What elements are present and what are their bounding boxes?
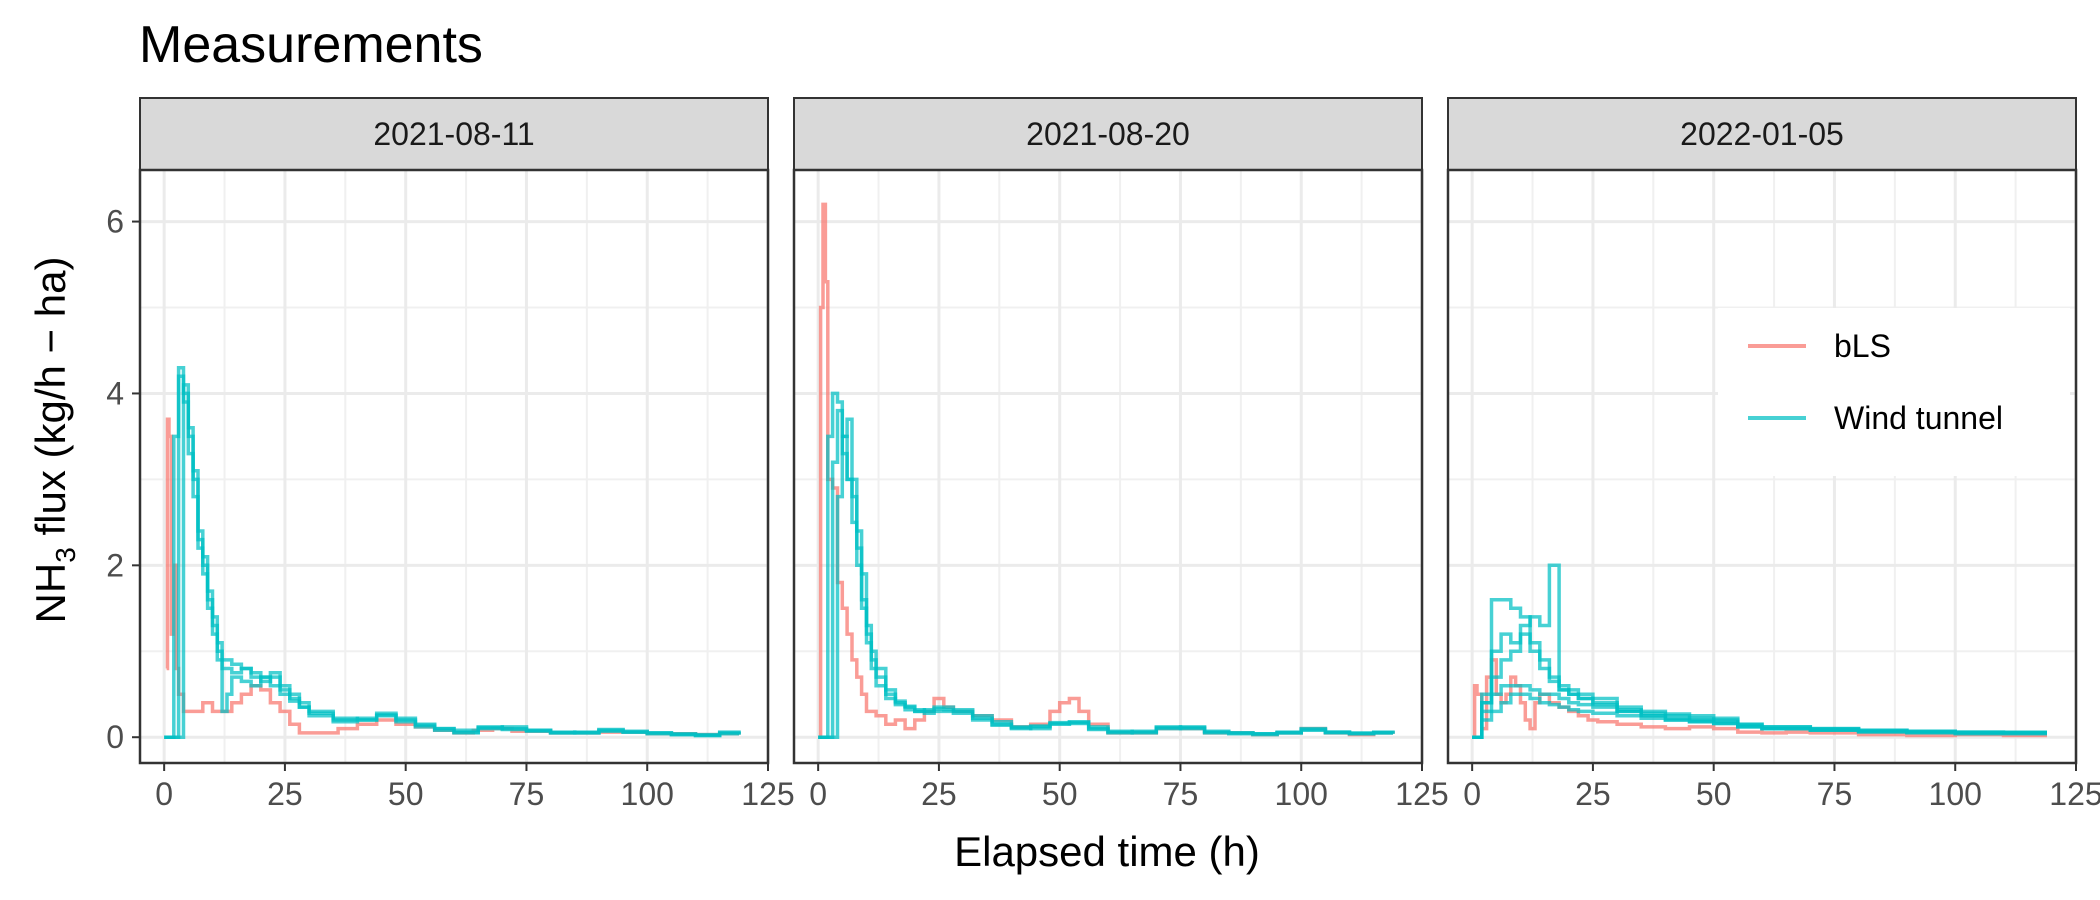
legend-label: bLS	[1834, 328, 1891, 364]
series-line-wind-tunnel	[818, 417, 1393, 739]
x-tick-label: 100	[1929, 776, 1982, 812]
legend: bLS Wind tunnel	[1718, 308, 2070, 476]
x-tick-label: 75	[509, 776, 545, 812]
y-axis-title: NH3 flux (kg/h − ha)	[27, 257, 81, 624]
y-tick-label: 2	[106, 547, 124, 583]
x-tick-label: 0	[1463, 776, 1481, 812]
panel-2: 2021-08-20 0 25 50 75 100 125	[792, 97, 1449, 812]
legend-box	[1718, 308, 2070, 476]
x-tick-label: 125	[1395, 776, 1448, 812]
x-tick-label: 75	[1817, 776, 1853, 812]
y-axis-title-suffix: flux (kg/h − ha)	[27, 257, 74, 548]
panel-border	[138, 168, 770, 765]
chart-title: Measurements	[139, 16, 483, 74]
x-tick-label: 125	[2049, 776, 2100, 812]
x-tick-label: 75	[1163, 776, 1199, 812]
y-tick-label: 4	[106, 375, 124, 411]
x-tick-label: 25	[1575, 776, 1611, 812]
facet-strip-label: 2021-08-20	[1026, 116, 1190, 152]
y-axis-title-subscript: 3	[50, 547, 81, 563]
y-tick-label: 6	[106, 204, 124, 240]
x-tick-label: 25	[267, 776, 303, 812]
x-tick-label: 50	[1696, 776, 1732, 812]
x-tick-label: 0	[155, 776, 173, 812]
facet-strip	[1447, 97, 2077, 171]
x-tick-label: 100	[621, 776, 674, 812]
panel-border	[792, 168, 1424, 765]
y-tick-label: 0	[106, 719, 124, 755]
plot-area	[794, 170, 1422, 763]
series-line-wind-tunnel	[164, 383, 741, 739]
facet-strip-label: 2022-01-05	[1680, 116, 1844, 152]
legend-label: Wind tunnel	[1834, 400, 2003, 436]
plot-area	[140, 170, 768, 763]
y-axis-title-prefix: NH	[27, 563, 74, 624]
x-axis-title: Elapsed time (h)	[954, 828, 1260, 875]
x-tick-label: 50	[1042, 776, 1078, 812]
panels-layer: 2021-08-11 0 25 50 75 100 125 0 2 4 6 2021-08-20 0 25…	[106, 97, 2100, 812]
x-tick-label: 100	[1275, 776, 1328, 812]
facet-strip	[139, 97, 769, 171]
x-tick-label: 50	[388, 776, 424, 812]
x-tick-label: 0	[809, 776, 827, 812]
x-tick-label: 25	[921, 776, 957, 812]
panel-1: 2021-08-11 0 25 50 75 100 125 0 2 4 6	[106, 97, 795, 812]
facet-strip-label: 2021-08-11	[373, 116, 534, 152]
series-line-wind-tunnel	[1472, 692, 2047, 739]
facet-strip	[793, 97, 1423, 171]
x-tick-label: 125	[741, 776, 794, 812]
panel-border	[1446, 168, 2078, 765]
